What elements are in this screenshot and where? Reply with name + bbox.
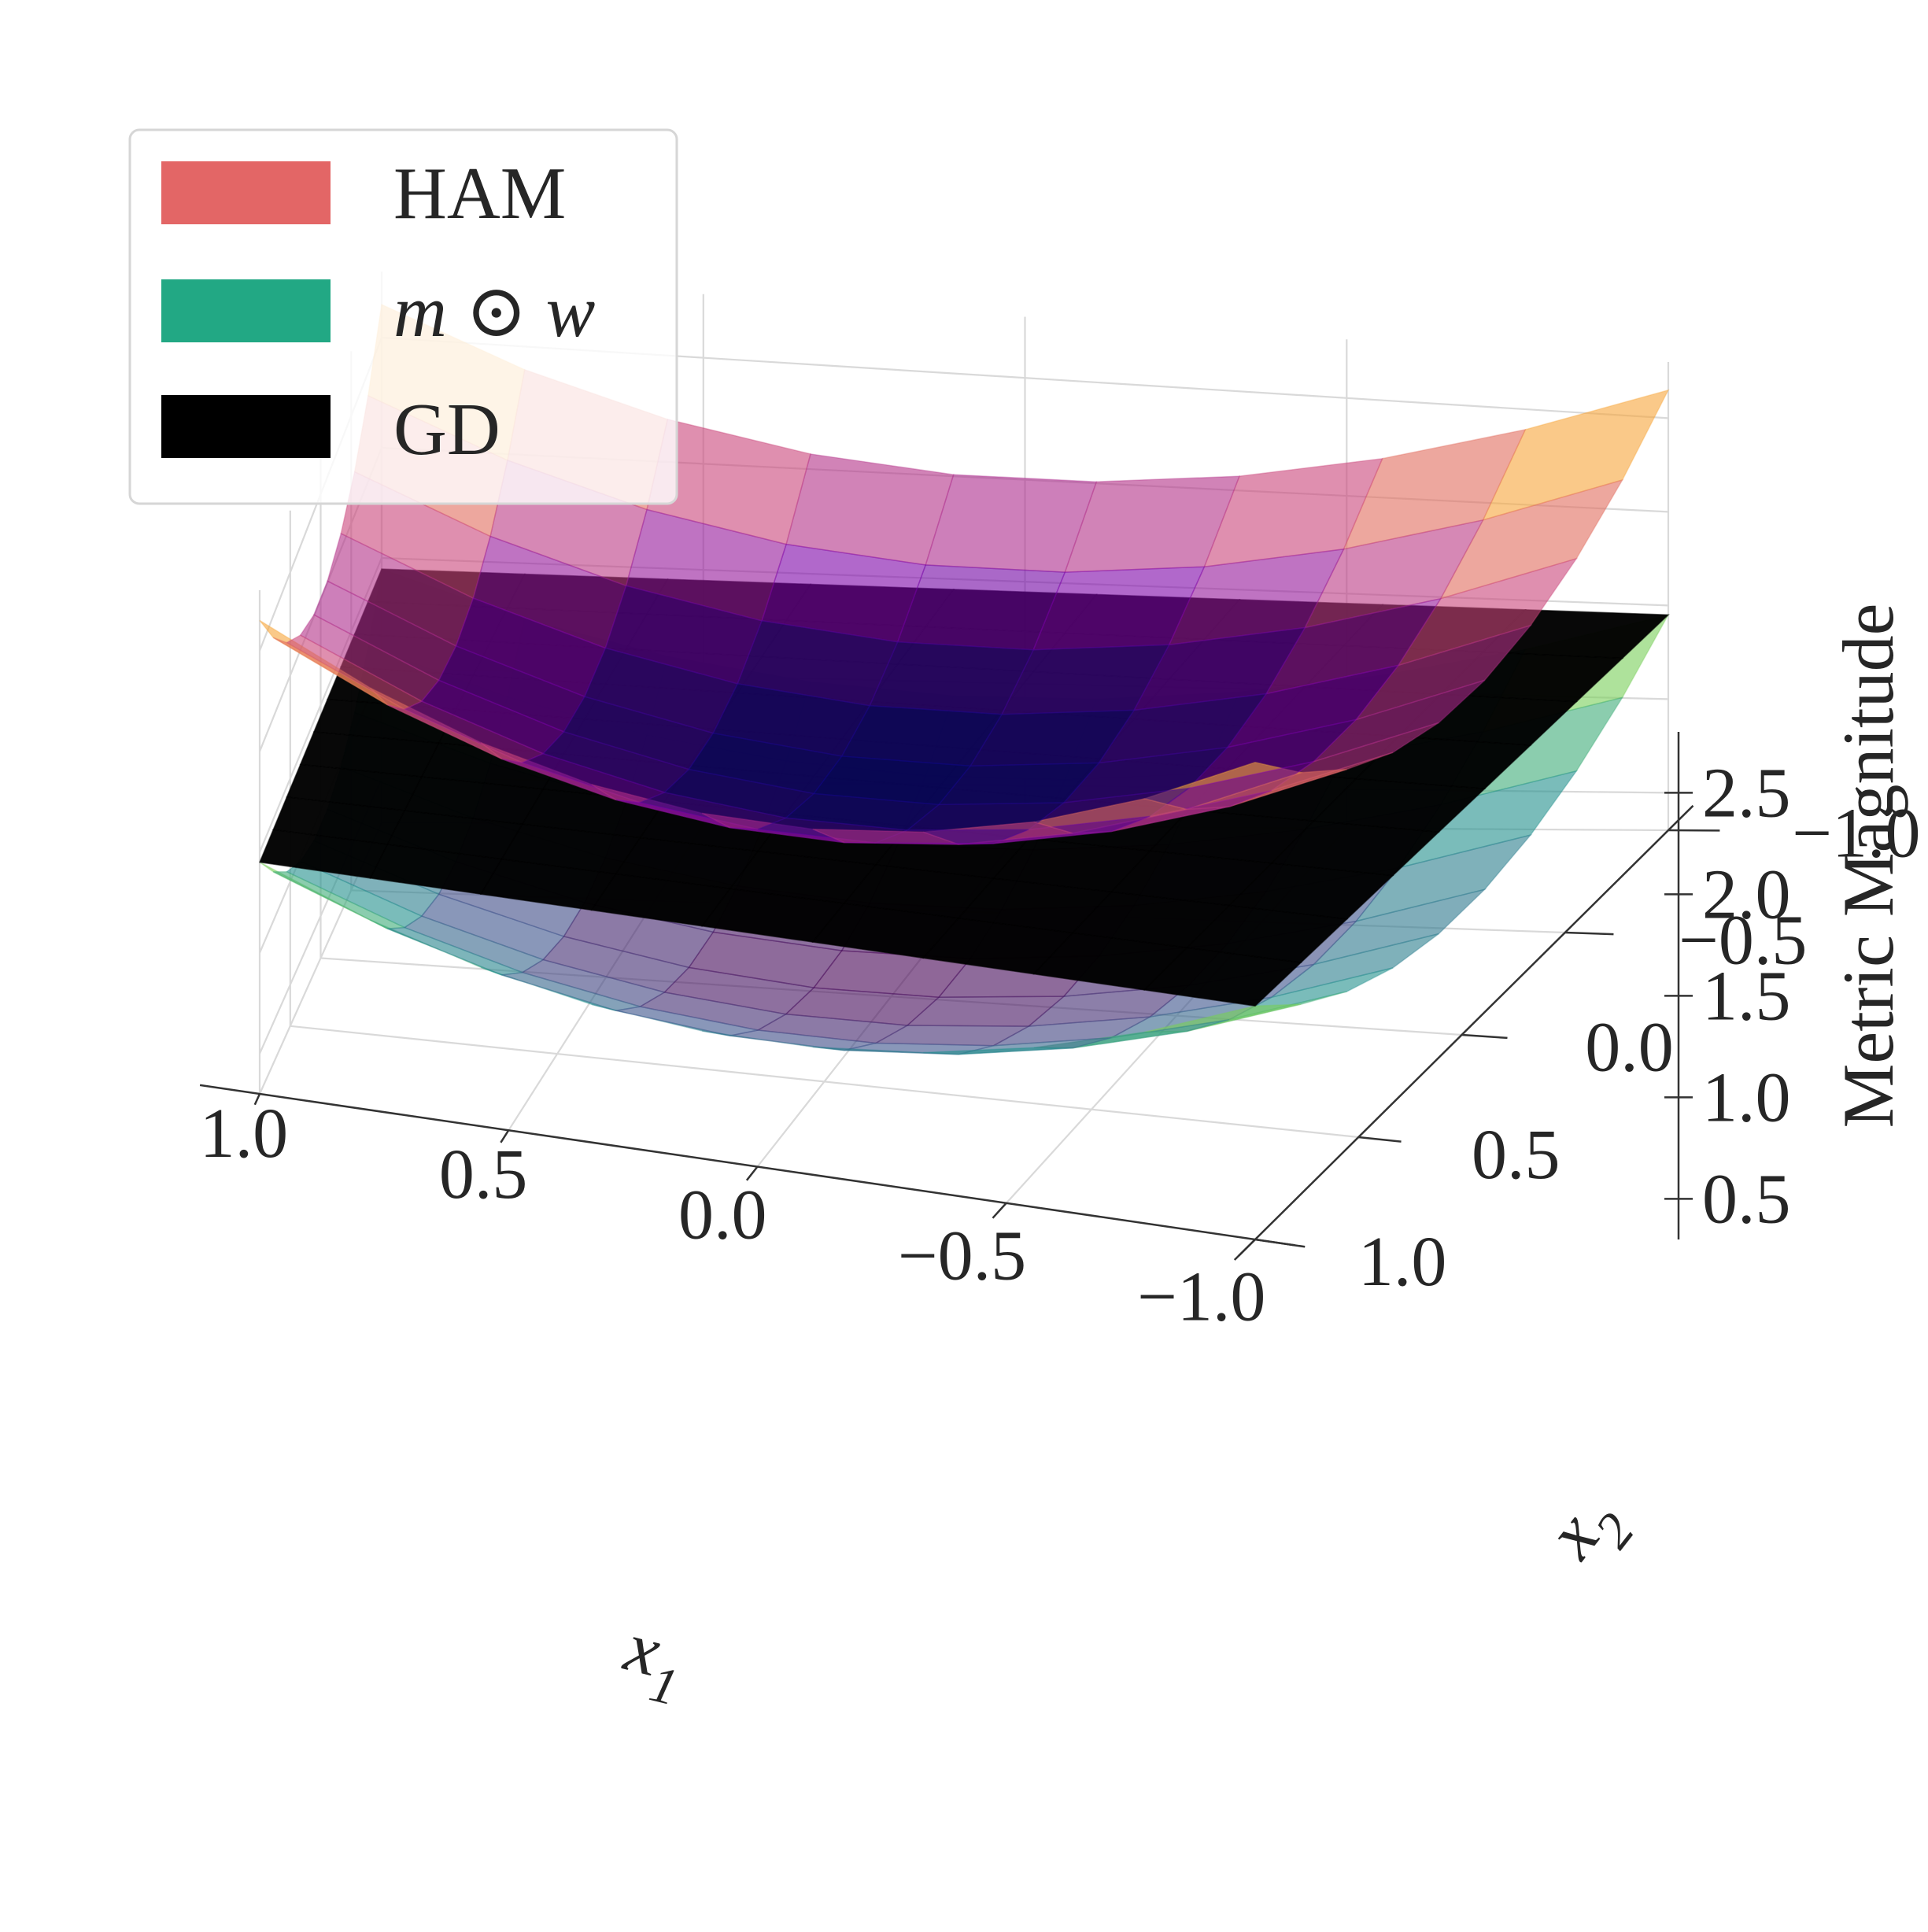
legend-label-ham: HAM (393, 153, 566, 235)
x-tick (992, 1203, 1006, 1218)
x-axis-label: x1 (611, 1605, 693, 1717)
z-tick-label: 1.5 (1702, 957, 1791, 1035)
z-tick-label: 2.0 (1702, 855, 1791, 933)
x-tick-label: 0.0 (678, 1177, 767, 1254)
y-tick-label: 0.5 (1472, 1116, 1560, 1194)
y-tick (1565, 933, 1614, 934)
z-tick-label: 1.0 (1702, 1058, 1791, 1136)
legend-swatch-ham (161, 161, 331, 224)
legend-label-gd: GD (393, 389, 500, 471)
x-tick-label: −1.0 (1137, 1258, 1265, 1336)
z-tick-label: 2.5 (1702, 754, 1791, 832)
y-tick (1255, 1239, 1295, 1245)
x-tick-label: −0.5 (898, 1217, 1026, 1295)
y-tick (1462, 1035, 1508, 1038)
y-tick (1358, 1137, 1401, 1142)
legend-swatch-gd (161, 395, 331, 458)
y-axis-label: x2 (1530, 1476, 1645, 1585)
z-tick-label: 0.5 (1702, 1160, 1791, 1238)
legend-swatch-mw (161, 279, 331, 342)
y-tick-label: 1.0 (1358, 1223, 1447, 1301)
z-axis-label: Metric Magnitude (1828, 604, 1908, 1129)
legend: HAM m ⊙ w GD (130, 130, 677, 504)
x-tick-label: 0.5 (439, 1136, 528, 1214)
y-tick-label: 0.0 (1585, 1009, 1674, 1087)
x-tick-label: 1.0 (200, 1095, 289, 1173)
legend-label-mw: m ⊙ w (393, 271, 596, 353)
